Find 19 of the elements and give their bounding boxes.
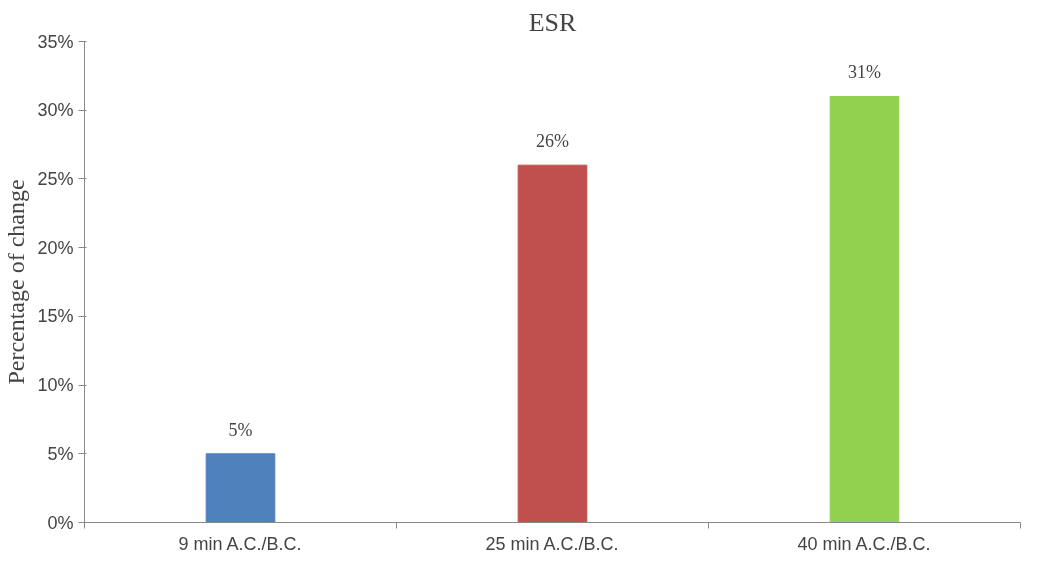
bar [205, 453, 276, 523]
data-label: 26% [536, 131, 569, 152]
y-tick-label: 35% [37, 31, 74, 52]
y-tick-label: 30% [37, 100, 74, 121]
y-tick-label: 20% [37, 237, 74, 258]
y-axis-title: Percentage of change [3, 179, 30, 385]
data-label: 5% [228, 419, 253, 440]
y-tick-label: 15% [37, 306, 74, 327]
y-tick-label: 10% [37, 375, 74, 396]
bar [517, 164, 588, 523]
x-tick-label: 25 min A.C./B.C. [485, 533, 619, 554]
x-tick-label: 40 min A.C./B.C. [797, 533, 931, 554]
y-tick-label: 5% [47, 443, 74, 464]
chart-title: ESR [528, 7, 577, 37]
bar [829, 95, 900, 523]
y-tick-label: 25% [37, 168, 74, 189]
data-label: 31% [848, 62, 881, 83]
x-tick-label: 9 min A.C./B.C. [178, 533, 302, 554]
y-tick-label: 0% [47, 512, 74, 533]
